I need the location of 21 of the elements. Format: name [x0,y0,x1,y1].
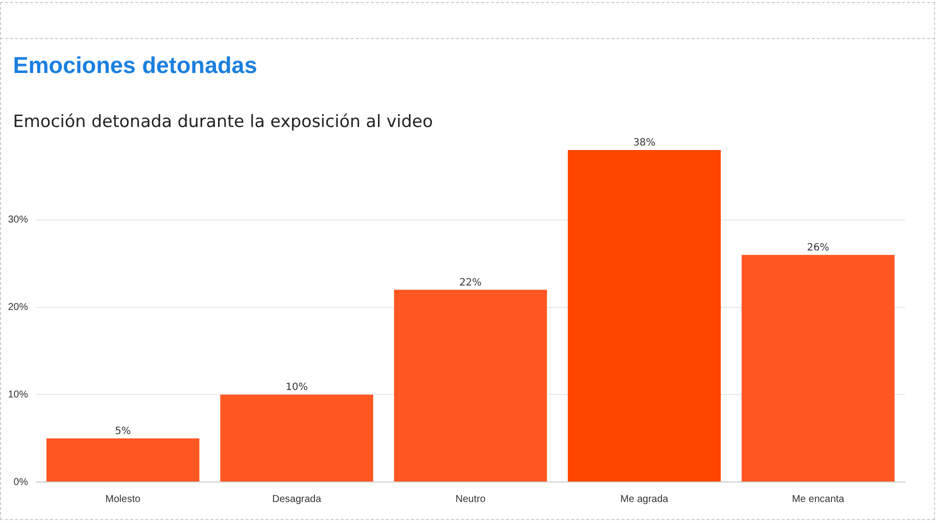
data-label: 5% [114,426,131,437]
y-tick-label: 0% [14,476,28,488]
x-tick-label: Neutro [456,494,486,505]
y-tick-label: 10% [8,389,28,400]
y-tick-label: 20% [8,302,28,314]
bar [394,290,547,482]
bar [568,150,721,482]
x-tick-label: Me agrada [620,494,669,505]
bar [742,254,895,482]
data-label: 26% [806,242,830,254]
data-label: 38% [633,138,656,149]
bar [220,394,374,482]
x-tick-label: Me encanta [792,494,845,505]
x-tick-label: Molesto [105,494,141,505]
y-tick-label: 30% [8,214,28,226]
chart-title: Emociones detonadas [13,52,258,79]
data-label: 10% [286,382,308,394]
chart-subtitle: Emoción detonada durante la exposición al video [13,112,433,132]
x-tick-label: Desagrada [272,494,322,505]
data-label: 22% [459,277,482,288]
bar [46,438,200,482]
